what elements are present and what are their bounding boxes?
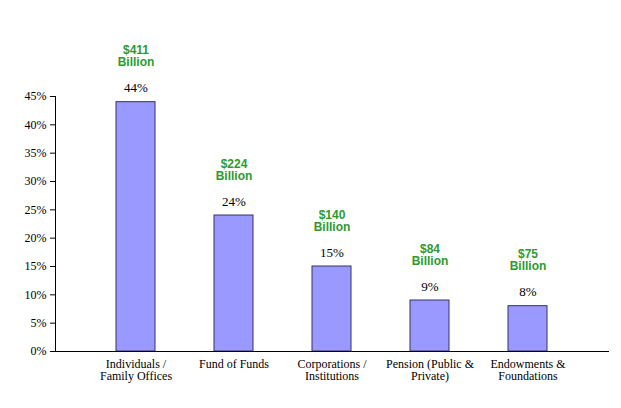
svg-text:35%: 35% [25,146,47,160]
svg-text:Corporations /Institutions: Corporations /Institutions [298,357,368,383]
svg-text:15%: 15% [25,259,47,273]
svg-text:24%: 24% [222,194,246,209]
svg-text:30%: 30% [25,174,47,188]
svg-text:5%: 5% [31,316,47,330]
svg-text:25%: 25% [25,203,47,217]
svg-text:$75Billion: $75Billion [510,247,547,273]
svg-text:Individuals /Family Offices: Individuals /Family Offices [100,357,172,383]
svg-text:$140Billion: $140Billion [314,208,351,234]
svg-text:15%: 15% [320,245,344,260]
svg-text:Endowments &Foundations: Endowments &Foundations [491,357,567,383]
svg-text:44%: 44% [124,80,148,95]
svg-text:0%: 0% [31,344,47,358]
svg-text:8%: 8% [519,284,537,299]
svg-text:45%: 45% [25,89,47,103]
svg-text:10%: 10% [25,288,47,302]
svg-text:40%: 40% [25,118,47,132]
svg-text:Pension (Public &Private): Pension (Public &Private) [386,357,475,383]
svg-text:$84Billion: $84Billion [412,242,449,268]
svg-text:9%: 9% [421,279,439,294]
svg-text:Fund of Funds: Fund of Funds [199,357,269,371]
svg-text:$411Billion: $411Billion [118,43,155,69]
svg-text:$224Billion: $224Billion [216,157,253,183]
svg-text:20%: 20% [25,231,47,245]
